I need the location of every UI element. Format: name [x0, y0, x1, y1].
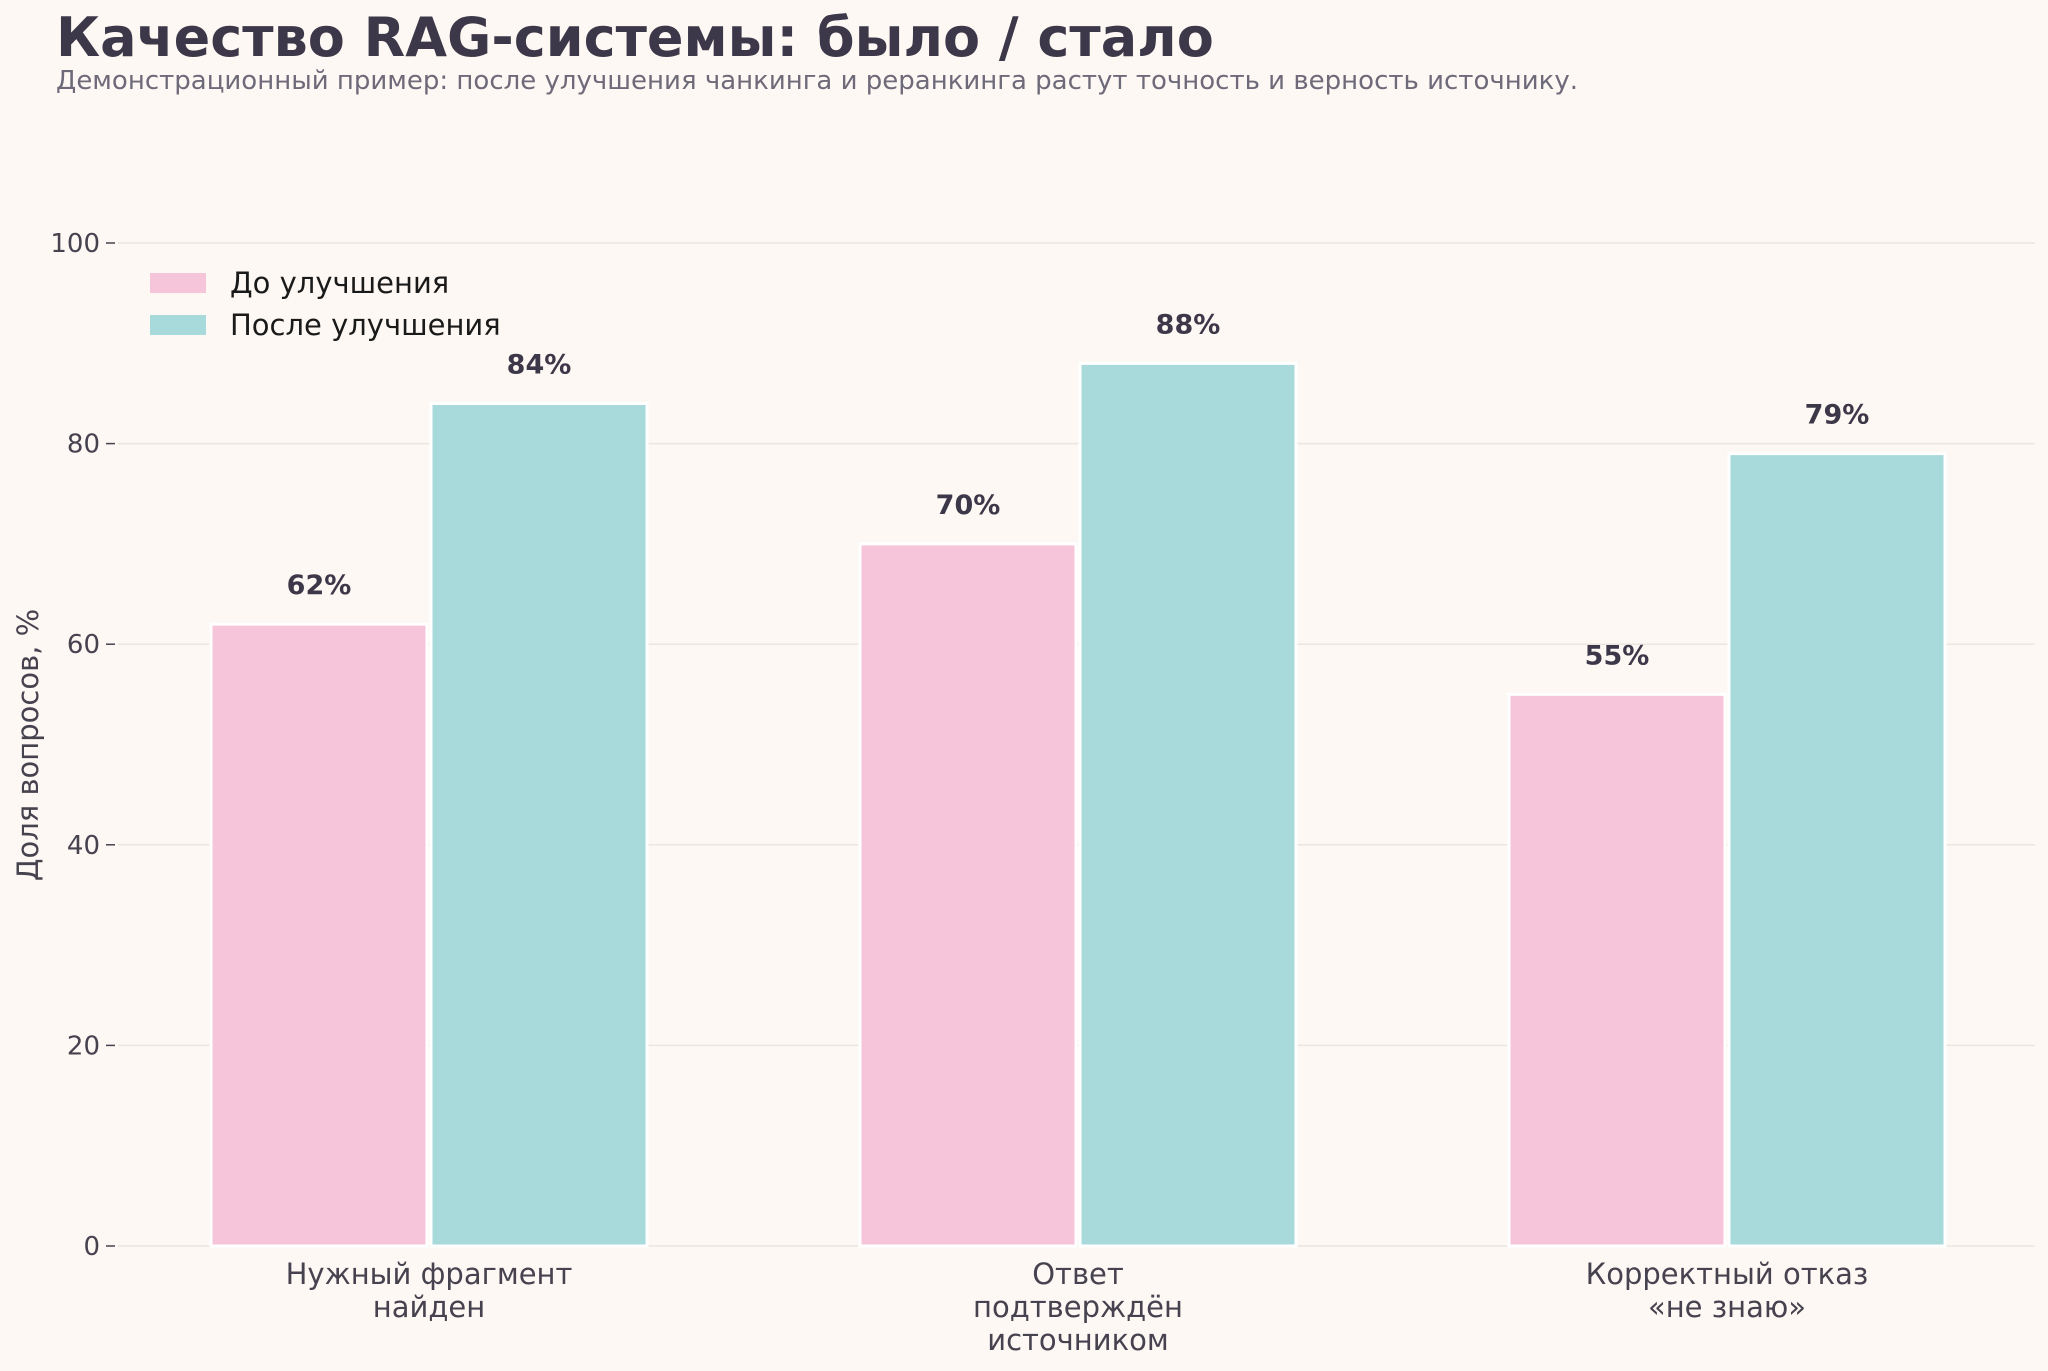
- y-tick-label: 100: [50, 229, 100, 259]
- y-tick-label: 80: [67, 430, 100, 460]
- chart-title: Качество RAG-системы: было / стало: [56, 6, 1214, 69]
- y-tick-label: 60: [67, 630, 100, 660]
- legend[interactable]: До улучшения После улучшения: [150, 266, 501, 342]
- bar-before-0: [209, 622, 429, 1248]
- bar-after-1: [1078, 361, 1298, 1248]
- x-tick-label: Ответ: [1032, 1257, 1124, 1291]
- legend-swatch: [150, 273, 206, 293]
- bar-after-2: [1727, 452, 1947, 1248]
- value-label: 79%: [1805, 400, 1870, 431]
- value-label: 84%: [507, 349, 572, 380]
- x-tick-label: найден: [373, 1290, 485, 1324]
- x-tick-label: источником: [987, 1323, 1169, 1357]
- y-axis-label: Доля вопросов, %: [11, 609, 45, 881]
- x-tick-label: Нужный фрагмент: [286, 1257, 573, 1291]
- value-label: 62%: [287, 570, 352, 601]
- legend-swatch: [150, 315, 206, 335]
- chart-subtitle: Демонстрационный пример: после улучшения…: [56, 66, 1578, 96]
- bar-before-1: [858, 542, 1078, 1248]
- x-tick-label: «не знаю»: [1648, 1290, 1806, 1324]
- value-label: 55%: [1585, 640, 1650, 671]
- x-tick-label: подтверждён: [973, 1290, 1183, 1324]
- legend-item-label: После улучшения: [230, 308, 501, 342]
- value-label: 88%: [1156, 309, 1221, 340]
- bar-after-0: [429, 401, 649, 1248]
- legend-item-label: До улучшения: [230, 266, 449, 300]
- y-axis: 0 20 40 60 80 100: [50, 229, 115, 1262]
- value-label: 70%: [936, 490, 1001, 521]
- y-tick-label: 40: [67, 831, 100, 861]
- y-tick-label: 0: [83, 1232, 100, 1262]
- y-tick-label: 20: [67, 1031, 100, 1061]
- bars: [209, 361, 1947, 1248]
- x-tick-label: Корректный отказ: [1586, 1257, 1869, 1291]
- bar-before-2: [1507, 692, 1727, 1248]
- value-labels: 62% 84% 70% 88% 55% 79%: [287, 309, 1870, 671]
